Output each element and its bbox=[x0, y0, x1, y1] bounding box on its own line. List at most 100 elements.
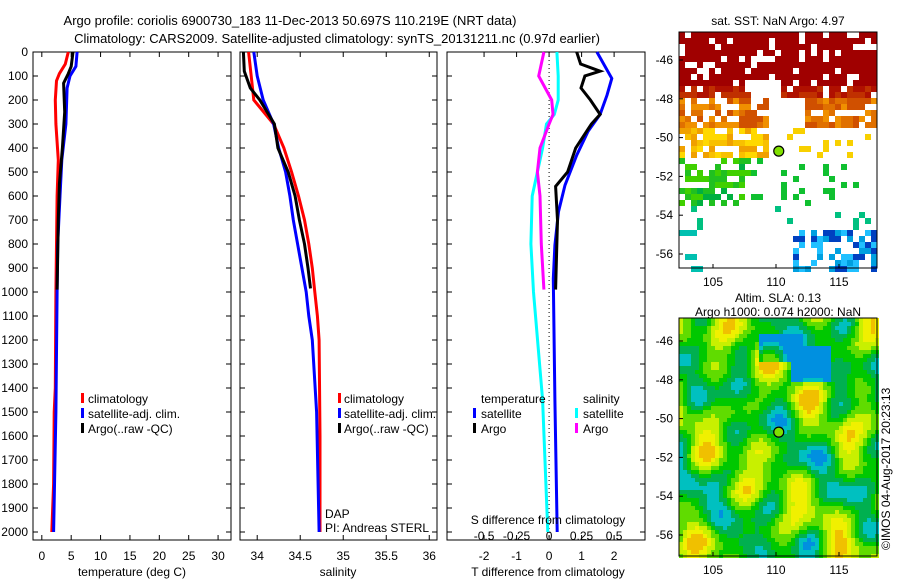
sla-cell bbox=[831, 506, 835, 510]
sla-cell bbox=[859, 518, 863, 522]
sla-cell bbox=[815, 390, 819, 394]
sst-cell bbox=[841, 182, 847, 188]
sst-cell bbox=[745, 170, 751, 176]
sla-cell bbox=[823, 526, 827, 530]
sla-cell bbox=[847, 474, 851, 478]
lat-tick-label: -50 bbox=[656, 131, 674, 145]
sst-cell bbox=[781, 62, 787, 68]
sla-cell bbox=[703, 526, 707, 530]
sla-cell bbox=[735, 402, 739, 406]
sla-cell bbox=[855, 430, 859, 434]
sla-cell bbox=[715, 342, 719, 346]
sla-cell bbox=[839, 542, 843, 546]
sla-cell bbox=[775, 406, 779, 410]
sla-cell bbox=[723, 522, 727, 526]
sla-cell bbox=[827, 546, 831, 550]
sst-cell bbox=[751, 38, 757, 44]
sla-cell bbox=[771, 498, 775, 502]
sla-cell bbox=[727, 326, 731, 330]
sla-cell bbox=[711, 494, 715, 498]
sst-cell bbox=[691, 134, 697, 140]
sla-cell bbox=[751, 390, 755, 394]
sst-cell bbox=[847, 152, 853, 158]
sla-cell bbox=[839, 386, 843, 390]
sla-cell bbox=[747, 334, 751, 338]
sst-cell bbox=[853, 80, 859, 86]
sla-cell bbox=[711, 426, 715, 430]
sla-cell bbox=[731, 466, 735, 470]
sla-cell bbox=[739, 526, 743, 530]
sla-cell bbox=[855, 354, 859, 358]
sla-cell bbox=[695, 538, 699, 542]
sla-cell bbox=[703, 454, 707, 458]
sst-cell bbox=[703, 92, 709, 98]
sla-cell bbox=[827, 538, 831, 542]
sst-cell bbox=[823, 170, 829, 176]
sst-cell bbox=[697, 110, 703, 116]
sla-cell bbox=[871, 394, 875, 398]
sst-cell bbox=[715, 32, 721, 38]
sst-cell bbox=[751, 122, 757, 128]
sla-cell bbox=[855, 374, 859, 378]
sla-cell bbox=[727, 366, 731, 370]
sla-cell bbox=[739, 542, 743, 546]
sst-cell bbox=[853, 38, 859, 44]
sla-cell bbox=[727, 346, 731, 350]
sla-cell bbox=[855, 362, 859, 366]
sst-cell bbox=[757, 74, 763, 80]
sla-cell bbox=[843, 542, 847, 546]
sla-cell bbox=[707, 454, 711, 458]
sla-cell bbox=[863, 338, 867, 342]
sla-cell bbox=[855, 402, 859, 406]
sst-cell bbox=[745, 38, 751, 44]
sla-cell bbox=[747, 390, 751, 394]
sst-cell bbox=[793, 176, 799, 182]
sst-cell bbox=[685, 122, 691, 128]
sla-cell bbox=[847, 438, 851, 442]
sla-cell bbox=[795, 354, 799, 358]
sla-cell bbox=[835, 394, 839, 398]
sla-cell bbox=[747, 462, 751, 466]
sla-cell bbox=[779, 326, 783, 330]
sla-cell bbox=[759, 478, 763, 482]
sla-cell bbox=[731, 438, 735, 442]
sla-cell bbox=[847, 318, 851, 322]
sla-cell bbox=[751, 378, 755, 382]
sla-cell bbox=[775, 498, 779, 502]
sla-cell bbox=[871, 458, 875, 462]
sla-cell bbox=[691, 498, 695, 502]
sla-cell bbox=[863, 394, 867, 398]
legend-label: Argo bbox=[481, 422, 507, 436]
sla-cell bbox=[779, 454, 783, 458]
sla-cell bbox=[863, 374, 867, 378]
sla-cell bbox=[739, 346, 743, 350]
sla-cell bbox=[683, 482, 687, 486]
sla-cell bbox=[739, 518, 743, 522]
sla-cell bbox=[755, 518, 759, 522]
sla-cell bbox=[779, 366, 783, 370]
sla-cell bbox=[827, 406, 831, 410]
sla-cell bbox=[703, 346, 707, 350]
sla-cell bbox=[839, 478, 843, 482]
s-diff-tick-label: -0.5 bbox=[474, 529, 495, 543]
sla-cell bbox=[843, 502, 847, 506]
sst-cell bbox=[745, 50, 751, 56]
sla-cell bbox=[843, 322, 847, 326]
sla-cell bbox=[799, 514, 803, 518]
sla-cell bbox=[851, 322, 855, 326]
sla-cell bbox=[767, 466, 771, 470]
sla-cell bbox=[771, 354, 775, 358]
sla-cell bbox=[743, 422, 747, 426]
sla-cell bbox=[859, 326, 863, 330]
sla-cell bbox=[735, 490, 739, 494]
sla-cell bbox=[843, 534, 847, 538]
sla-cell bbox=[851, 386, 855, 390]
sla-cell bbox=[775, 362, 779, 366]
sla-cell bbox=[791, 434, 795, 438]
sst-cell bbox=[679, 146, 685, 152]
sla-cell bbox=[827, 422, 831, 426]
sla-cell bbox=[703, 330, 707, 334]
sla-cell bbox=[867, 378, 871, 382]
sla-cell bbox=[751, 358, 755, 362]
sla-cell bbox=[791, 438, 795, 442]
